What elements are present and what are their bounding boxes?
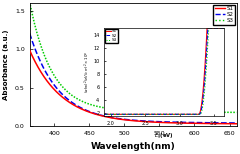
S1 xyxy=(122,119,125,121)
S3 xyxy=(235,111,238,113)
S1 xyxy=(184,122,187,124)
S2 xyxy=(184,122,187,123)
Legend: S1, S2, S3: S1, S2, S3 xyxy=(213,5,235,25)
S2 xyxy=(235,122,238,124)
S1 xyxy=(235,123,238,125)
S2 xyxy=(65,97,68,99)
S1 xyxy=(166,122,169,124)
S2 xyxy=(166,121,169,123)
S3 xyxy=(122,109,125,111)
Line: S1: S1 xyxy=(30,50,237,124)
S1 xyxy=(81,109,84,110)
S3 xyxy=(150,110,153,112)
S2 xyxy=(150,120,153,122)
S2 xyxy=(28,32,31,34)
S1 xyxy=(65,99,68,101)
S2 xyxy=(81,108,84,110)
S1 xyxy=(28,49,31,51)
Line: S3: S3 xyxy=(30,2,237,112)
X-axis label: Wavelength(nm): Wavelength(nm) xyxy=(91,142,175,150)
S3 xyxy=(28,1,31,3)
S3 xyxy=(166,111,169,113)
S3 xyxy=(81,101,84,103)
S3 xyxy=(65,90,68,91)
S1 xyxy=(150,121,153,123)
Y-axis label: Absorbance (a.u.): Absorbance (a.u.) xyxy=(3,30,9,100)
S2 xyxy=(122,118,125,120)
Line: S2: S2 xyxy=(30,33,237,123)
S3 xyxy=(184,111,187,113)
